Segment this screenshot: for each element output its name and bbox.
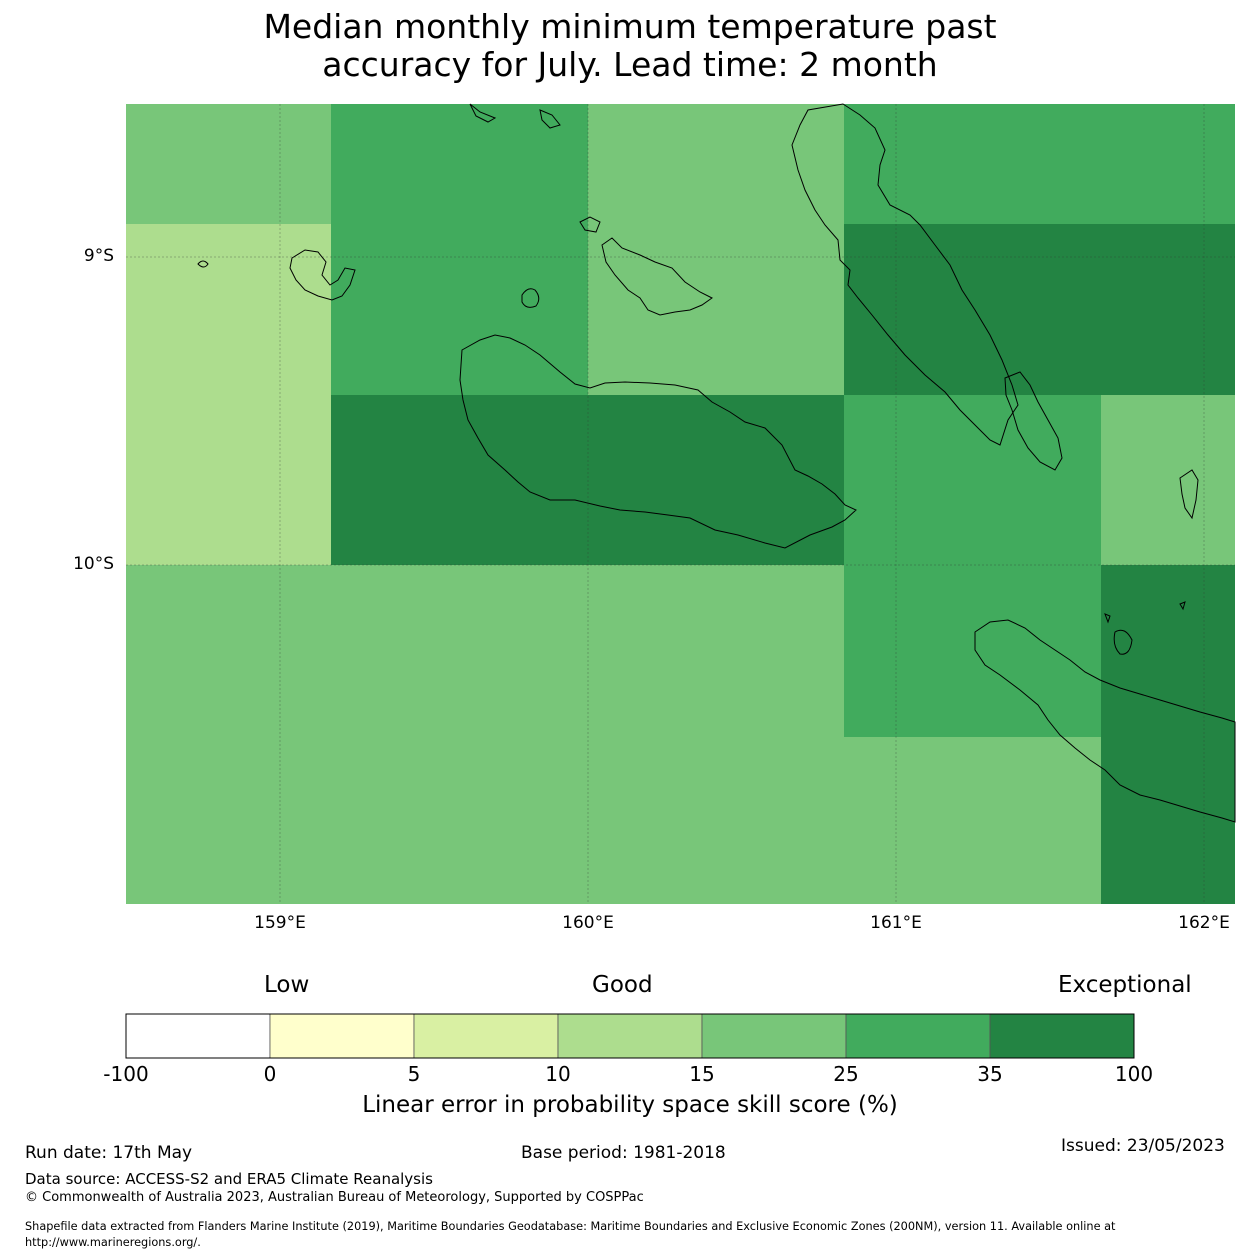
colorbar-segment <box>413 1013 559 1059</box>
grid-cell <box>1101 104 1235 224</box>
base-period: Base period: 1981-2018 <box>521 1143 726 1163</box>
colorbar-segment <box>269 1013 415 1059</box>
colorbar <box>125 1013 1135 1059</box>
coastline-savo <box>521 288 540 308</box>
map-title: Median monthly minimum temperature past … <box>0 8 1260 84</box>
grid-cell <box>588 104 844 224</box>
lat-label-9s: 9°S <box>83 246 114 266</box>
lon-label-162e: 162°E <box>1178 913 1230 933</box>
coastline-guadalcanal <box>459 334 857 549</box>
grid-cell <box>844 565 1101 737</box>
coastline-islet-east2 <box>1104 613 1111 624</box>
colorbar-segment <box>125 1013 271 1059</box>
colorbar-segment <box>989 1013 1135 1059</box>
colorbar-tick: 35 <box>977 1062 1003 1086</box>
grid-cell <box>331 104 588 224</box>
colorbar-tick: -100 <box>103 1062 149 1086</box>
coastline-ulawa <box>1179 469 1199 520</box>
coastline-makira <box>974 619 1236 823</box>
colorbar-outline <box>125 1013 1135 1059</box>
skill-grid <box>126 104 1235 904</box>
title-line-1: Median monthly minimum temperature past <box>263 7 997 46</box>
colorbar-segment <box>557 1013 703 1059</box>
grid-cell <box>1101 737 1235 904</box>
shapefile-credit-line-1: Shapefile data extracted from Flanders M… <box>25 1220 1116 1233</box>
grid-cell <box>844 395 1101 565</box>
colorbar-segment <box>845 1013 991 1059</box>
grid-cell <box>331 395 588 565</box>
grid-cell <box>126 737 331 904</box>
colorbar-tick: 15 <box>689 1062 715 1086</box>
data-source: Data source: ACCESS-S2 and ERA5 Climate … <box>25 1170 433 1188</box>
grid-cell <box>331 224 588 395</box>
grid-cell <box>844 104 1101 224</box>
lon-label-161e: 161°E <box>870 913 922 933</box>
lat-label-10s: 10°S <box>73 554 114 574</box>
coastline-small-malaita <box>1004 371 1063 471</box>
coastline-islet-east1 <box>1179 601 1186 611</box>
grid-cell <box>126 224 331 395</box>
coastline-russell-islands <box>289 249 356 301</box>
grid-cell <box>588 565 844 737</box>
grid-cell <box>844 224 1101 395</box>
coastline-islet-west <box>197 260 209 268</box>
grid-cell <box>1101 395 1235 565</box>
grid-cell <box>126 104 331 224</box>
coastline-islet-ne2 <box>539 109 561 129</box>
coastlines <box>197 103 1236 823</box>
grid-cell <box>588 224 844 395</box>
grid-cell <box>126 565 331 737</box>
colorbar-tick: 25 <box>833 1062 859 1086</box>
colorbar-category-low: Low <box>264 972 310 998</box>
title-line-2: accuracy for July. Lead time: 2 month <box>322 45 938 84</box>
colorbar-category-exceptional: Exceptional <box>1058 972 1192 998</box>
issued-date: Issued: 23/05/2023 <box>1061 1136 1225 1156</box>
grid-cell <box>1101 224 1235 395</box>
grid-cell <box>331 565 588 737</box>
run-date: Run date: 17th May <box>25 1143 193 1163</box>
grid-cell <box>1101 565 1235 737</box>
colorbar-tick: 5 <box>407 1062 421 1086</box>
coastline-florida-islands <box>601 237 713 316</box>
copyright: © Commonwealth of Australia 2023, Austra… <box>25 1190 644 1205</box>
colorbar-tick: 0 <box>263 1062 277 1086</box>
grid-cell <box>331 737 588 904</box>
colorbar-title: Linear error in probability space skill … <box>362 1092 898 1118</box>
grid-cell <box>126 395 331 565</box>
lon-label-159e: 159°E <box>254 913 306 933</box>
grid-cell <box>844 737 1101 904</box>
shapefile-credit-line-2: http://www.marineregions.org/. <box>25 1236 201 1249</box>
graticule <box>126 104 1235 904</box>
colorbar-category-good: Good <box>592 972 653 998</box>
lon-label-160e: 160°E <box>562 913 614 933</box>
colorbar-segment <box>701 1013 847 1059</box>
coastline-malaita <box>791 103 1019 446</box>
coastline-islet-ne-guadalcanal <box>469 103 497 123</box>
colorbar-tick: 10 <box>545 1062 571 1086</box>
coastline-ugi <box>1113 629 1133 655</box>
grid-cell <box>588 395 844 565</box>
coastline-islet-north <box>579 216 601 233</box>
grid-cell <box>588 737 844 904</box>
colorbar-tick: 100 <box>1114 1062 1154 1086</box>
